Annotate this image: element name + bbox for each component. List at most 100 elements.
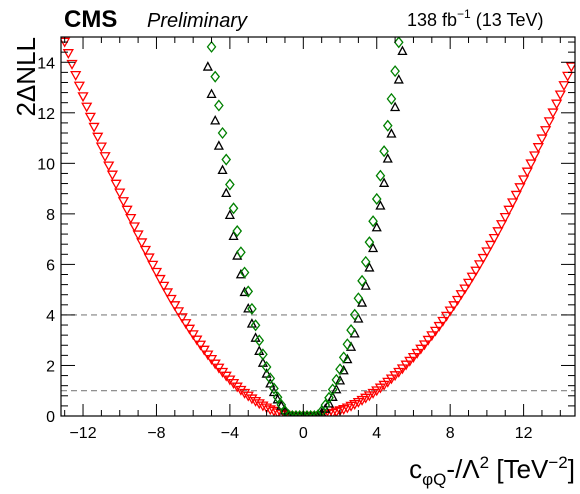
- series-2-point: [239, 266, 250, 279]
- series-1-point: [342, 353, 353, 364]
- series-0-point: [407, 352, 420, 363]
- series-0-point: [378, 380, 390, 391]
- series-1-point: [338, 364, 349, 375]
- y-tick-label: 0: [46, 409, 55, 426]
- series-2-point: [250, 319, 261, 332]
- series-0-point: [165, 294, 177, 305]
- y-tick-label: 12: [37, 106, 55, 123]
- series-0-point: [389, 371, 401, 382]
- series-0-point: [543, 117, 555, 128]
- series-2-point: [258, 348, 268, 361]
- y-tick-label: 8: [46, 207, 55, 224]
- series-0-point: [400, 360, 412, 371]
- series-0-point: [132, 230, 144, 241]
- series-1-point: [228, 230, 239, 240]
- series-0-point: [565, 62, 575, 73]
- series-0-point: [506, 198, 519, 209]
- series-0-point: [466, 272, 478, 283]
- series-0-point: [70, 71, 82, 81]
- series-2-point: [243, 285, 254, 298]
- series-2-point: [386, 92, 397, 105]
- series-2-point: [368, 215, 378, 228]
- series-2-point: [382, 119, 393, 132]
- series-0-point: [525, 159, 537, 170]
- series-2-point: [390, 65, 400, 78]
- x-tick-label: −4: [221, 425, 239, 442]
- series-0-point: [473, 260, 486, 271]
- series-0-point: [172, 307, 185, 318]
- series-1-point: [261, 368, 272, 378]
- series-2-point: [305, 409, 316, 416]
- series-2-point: [327, 383, 338, 396]
- series-1-point: [210, 114, 221, 125]
- series-2-point: [210, 70, 221, 83]
- series-1-point: [397, 45, 408, 56]
- series-0-point: [191, 335, 203, 346]
- y-tick-label: 10: [37, 156, 55, 173]
- x-tick-label: 0: [299, 425, 308, 442]
- series-2-point: [221, 153, 232, 166]
- series-0-point: [231, 382, 243, 393]
- y-axis-label: 2ΔNLL: [11, 37, 41, 117]
- series-2-point: [357, 274, 367, 287]
- series-1-point: [364, 262, 375, 272]
- series-0-point: [143, 253, 155, 264]
- series-1-point: [375, 200, 386, 210]
- series-1-point: [213, 140, 224, 150]
- series-2-point: [283, 409, 294, 416]
- series-1-point: [393, 74, 404, 84]
- series-0-point: [187, 330, 199, 341]
- series-0-point: [484, 240, 497, 251]
- series-2-point: [261, 360, 272, 374]
- series-2-point: [324, 391, 334, 404]
- series-2-point: [232, 225, 243, 238]
- series-0-point: [198, 345, 210, 356]
- series-0-point: [169, 301, 181, 312]
- series-1-point: [202, 61, 213, 71]
- series-1-point: [371, 221, 382, 232]
- series-0-point: [242, 391, 254, 402]
- series-2-point: [206, 40, 217, 53]
- series-0-point: [92, 132, 104, 143]
- series-0-point: [444, 306, 456, 317]
- series-1-point: [239, 286, 250, 297]
- series-2-point: [294, 409, 305, 416]
- series-0-point: [81, 102, 93, 113]
- energy-label: (13 TeV): [476, 10, 544, 30]
- series-0-point: [429, 326, 442, 337]
- series-0-point: [462, 278, 475, 289]
- series-2-point: [225, 178, 235, 191]
- x-axis-label: cφQ-/Λ2 [TeV−2]: [409, 453, 575, 489]
- x-tick-label: 8: [446, 425, 455, 442]
- series-1-point: [206, 88, 217, 98]
- series-0-point: [194, 340, 207, 351]
- series-0-point: [470, 266, 482, 277]
- series-0-point: [481, 247, 493, 258]
- series-0-point: [268, 406, 280, 416]
- series-0-point: [440, 311, 453, 322]
- series-0-point: [161, 288, 174, 299]
- series-0-point: [437, 316, 449, 327]
- series-0-point: [547, 108, 559, 119]
- series-0-point: [415, 344, 427, 355]
- series-2-point: [269, 382, 279, 395]
- chart-plot-area: [61, 37, 575, 416]
- series-2-point: [302, 409, 312, 416]
- series-0-point: [393, 367, 405, 378]
- series-0-point: [488, 233, 500, 244]
- y-tick-label: 14: [37, 55, 55, 72]
- x-tick-label: 4: [372, 425, 381, 442]
- series-0-point: [477, 253, 489, 264]
- series-0-point: [264, 405, 276, 416]
- series-0-point: [532, 143, 544, 153]
- series-2-point: [298, 409, 309, 416]
- axis-ticks: −12 −8 −4 0 4 8 12 0 2 4 6 8 10 12 14: [37, 37, 575, 442]
- series-1-point: [221, 187, 232, 198]
- x-tick-label: 12: [515, 425, 533, 442]
- series-2-point: [272, 391, 283, 404]
- series-0-point: [136, 238, 148, 249]
- series-2-point: [346, 324, 356, 337]
- series-0-point: [95, 142, 107, 153]
- series-1-point: [386, 128, 397, 138]
- x-tick-label: −12: [69, 425, 96, 442]
